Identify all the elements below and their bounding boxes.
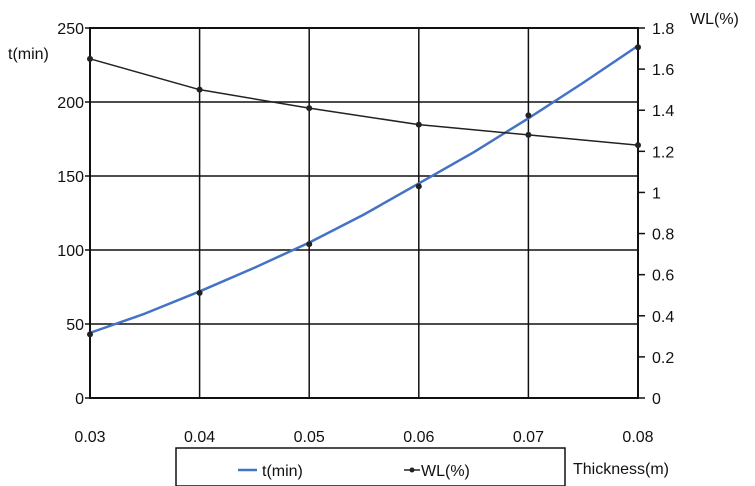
series-point-wl: [87, 55, 93, 62]
right-tick-label: 1.6: [652, 62, 674, 79]
left-tick-label: 250: [57, 21, 84, 38]
data-point-t: [196, 289, 203, 296]
series-layer: [87, 44, 641, 338]
legend-marker-wl: [409, 467, 415, 473]
right-tick-label: 0: [652, 391, 661, 408]
left-tick-label: 150: [57, 169, 84, 186]
data-point-t: [525, 112, 532, 119]
right-tick-label: 1: [652, 185, 661, 202]
right-tick-label: 0.4: [652, 309, 674, 326]
legend-label-wl: WL(%): [421, 463, 470, 480]
x-tick-label: 0.08: [622, 429, 653, 446]
data-point-t: [87, 331, 93, 338]
left-tick-label: 50: [66, 317, 84, 334]
right-tick-label: 1.4: [652, 103, 674, 120]
series-point-wl: [415, 121, 422, 128]
legend: t(min) WL(%): [175, 447, 566, 486]
left-axis-ticks: 0 50 100 150 200 250: [57, 21, 90, 408]
x-tick-label: 0.07: [513, 429, 544, 446]
right-tick-label: 0.6: [652, 268, 674, 285]
series-point-wl: [635, 142, 641, 149]
x-axis-title: Thickness(m): [573, 461, 669, 478]
right-axis-title: WL(%): [690, 11, 739, 28]
x-tick-label: 0.05: [294, 429, 325, 446]
grid: [90, 28, 638, 398]
data-point-t: [635, 44, 641, 51]
data-point-t: [306, 241, 313, 248]
left-tick-label: 0: [75, 391, 84, 408]
left-tick-label: 100: [57, 243, 84, 260]
plot-frame: [89, 27, 639, 399]
right-tick-label: 0.8: [652, 227, 674, 244]
left-tick-label: 200: [57, 95, 84, 112]
legend-box: [175, 447, 566, 486]
right-axis-ticks: 0 0.2 0.4 0.6 0.8 1 1.2 1.4 1.6 1.8: [638, 21, 674, 408]
x-axis-ticks: 0.03 0.04 0.05 0.06 0.07 0.08: [74, 429, 653, 446]
x-tick-label: 0.03: [74, 429, 105, 446]
data-point-t: [415, 183, 422, 190]
x-tick-label: 0.06: [403, 429, 434, 446]
x-tick-label: 0.04: [184, 429, 215, 446]
axes: [89, 27, 639, 399]
legend-label-t: t(min): [262, 463, 303, 480]
right-tick-label: 0.2: [652, 350, 674, 367]
series-line-t: [89, 44, 639, 335]
series-point-wl: [525, 131, 532, 138]
left-axis-title: t(min): [8, 46, 49, 63]
series-point-wl: [196, 86, 203, 93]
right-tick-label: 1.8: [652, 21, 674, 38]
series-point-wl: [306, 105, 313, 112]
series-line-wl: [89, 58, 639, 146]
right-tick-label: 1.2: [652, 144, 674, 161]
